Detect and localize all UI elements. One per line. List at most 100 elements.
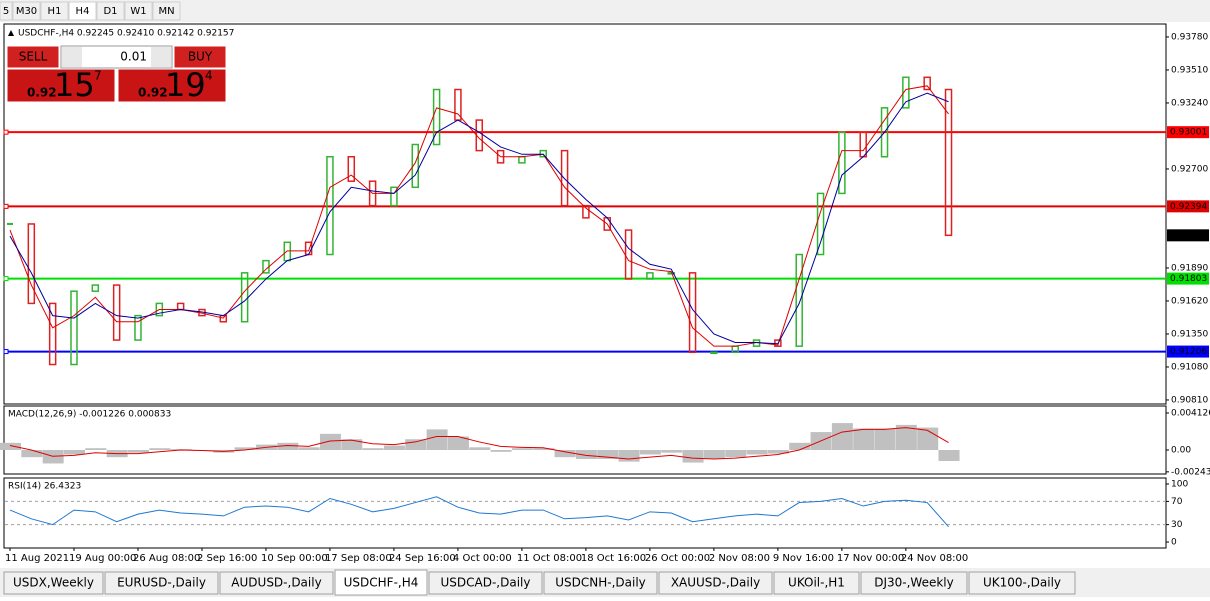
buy-button[interactable] (173, 45, 227, 69)
y-tick-label: 100 (1171, 479, 1188, 489)
tab-label[interactable]: AUDUSD-,Daily (231, 576, 321, 590)
candle (923, 76, 931, 91)
lot-up[interactable] (151, 47, 171, 67)
y-tick-label: 0.93780 (1171, 32, 1208, 42)
x-tick-label: 17 Sep 08:00 (325, 553, 392, 564)
level-handle (3, 276, 9, 282)
tab-label[interactable]: USDX,Weekly (13, 576, 94, 590)
macd-bar (639, 450, 661, 455)
candle (880, 107, 889, 158)
tab-label[interactable]: USDCHF-,H4 (344, 576, 419, 590)
candle (816, 192, 825, 256)
macd-bar (298, 447, 320, 451)
bid-big[interactable]: 0.92 (27, 86, 57, 100)
timeframe-button[interactable] (152, 1, 181, 21)
candle (838, 131, 846, 195)
ask-box[interactable] (117, 68, 227, 103)
level-label-bg (1167, 272, 1209, 285)
last-price-bg (1167, 229, 1209, 242)
candle (902, 76, 910, 109)
timeframe-label[interactable]: H1 (48, 6, 62, 17)
tab-label[interactable]: UKOil-,H1 (788, 576, 845, 590)
y-tick-label: 0.91080 (1171, 362, 1208, 372)
tab[interactable] (968, 571, 1076, 595)
tab[interactable] (860, 571, 968, 595)
macd-bar (938, 450, 960, 461)
candle (795, 253, 803, 347)
macd-bar (234, 447, 256, 451)
tab[interactable] (658, 571, 773, 595)
macd-bar (618, 450, 640, 462)
y-tick-label: 0.92700 (1171, 164, 1208, 174)
x-tick-label: 11 Aug 2021 (5, 553, 69, 564)
level-label-bg (1167, 345, 1209, 358)
buy-label[interactable]: BUY (188, 50, 213, 64)
tab-label[interactable]: USDCNH-,Daily (555, 576, 646, 590)
tab[interactable] (543, 571, 658, 595)
timeframe-button[interactable] (12, 1, 41, 21)
tab[interactable] (773, 571, 860, 595)
candle (326, 155, 334, 256)
sell-button[interactable] (6, 45, 60, 69)
candle (70, 290, 78, 366)
level-label-bg (1167, 126, 1209, 139)
tab[interactable] (219, 571, 334, 595)
ask-main[interactable]: 19 (165, 66, 206, 104)
x-tick-label: 26 Oct 00:00 (645, 553, 710, 564)
y-tick-label: 0.00 (1171, 446, 1191, 456)
timeframe-label[interactable]: MN (158, 6, 174, 17)
timeframe-button[interactable] (40, 1, 69, 21)
y-tick-label: 0.90810 (1171, 395, 1208, 405)
candle (560, 149, 569, 207)
x-tick-label: 26 Aug 08:00 (133, 553, 200, 564)
candle (27, 223, 36, 305)
candle (112, 284, 121, 341)
ask-sup[interactable]: 4 (205, 69, 213, 83)
tab-label[interactable]: USDCAD-,Daily (441, 576, 531, 590)
timeframe-label[interactable]: D1 (103, 6, 117, 17)
tab[interactable] (3, 571, 104, 595)
tab-label[interactable]: UK100-,Daily (983, 576, 1061, 590)
timeframe-button[interactable] (68, 1, 97, 21)
macd-bar (277, 442, 299, 451)
candle (432, 88, 441, 146)
macd-bar (575, 450, 597, 459)
x-tick-label: 17 Nov 00:00 (837, 553, 904, 564)
ask-big[interactable]: 0.92 (138, 86, 168, 100)
sell-label[interactable]: SELL (19, 50, 48, 64)
candle (48, 302, 57, 366)
y-tick-label: 30 (1171, 520, 1183, 530)
tab-label[interactable]: XAUUSD-,Daily (671, 576, 760, 590)
tab[interactable] (334, 569, 428, 596)
macd-bar (63, 450, 85, 455)
level-label: 0.91206 (1170, 347, 1207, 357)
tab-label[interactable]: EURUSD-,Daily (117, 576, 206, 590)
tab[interactable] (428, 571, 543, 595)
bid-sup[interactable]: 7 (94, 69, 102, 83)
lot-input[interactable] (60, 45, 173, 69)
timeframe-button[interactable] (96, 1, 125, 21)
timeframe-label[interactable]: W1 (130, 6, 146, 17)
timeframe-label[interactable]: 5 (3, 6, 9, 17)
lot-down[interactable] (62, 47, 82, 67)
lot-value[interactable]: 0.01 (120, 50, 147, 64)
bid-box[interactable] (6, 68, 116, 103)
toolbar-bg (0, 0, 1210, 22)
x-tick-label: 24 Nov 08:00 (901, 553, 968, 564)
timeframe-button[interactable] (124, 1, 153, 21)
candle (134, 314, 142, 341)
macd-bar (831, 423, 853, 451)
macd-bar (426, 429, 448, 451)
bid-main[interactable]: 15 (54, 66, 95, 104)
timeframe-label[interactable]: M30 (16, 6, 37, 17)
macd-bar (21, 450, 43, 458)
timeframe-label[interactable]: H4 (76, 6, 90, 17)
macd-bar (149, 448, 171, 451)
timeframe-button[interactable] (0, 1, 13, 21)
macd-bar (789, 442, 811, 451)
level-handle (3, 203, 9, 209)
tab[interactable] (104, 571, 219, 595)
tab-label[interactable]: DJ30-,Weekly (874, 576, 954, 590)
